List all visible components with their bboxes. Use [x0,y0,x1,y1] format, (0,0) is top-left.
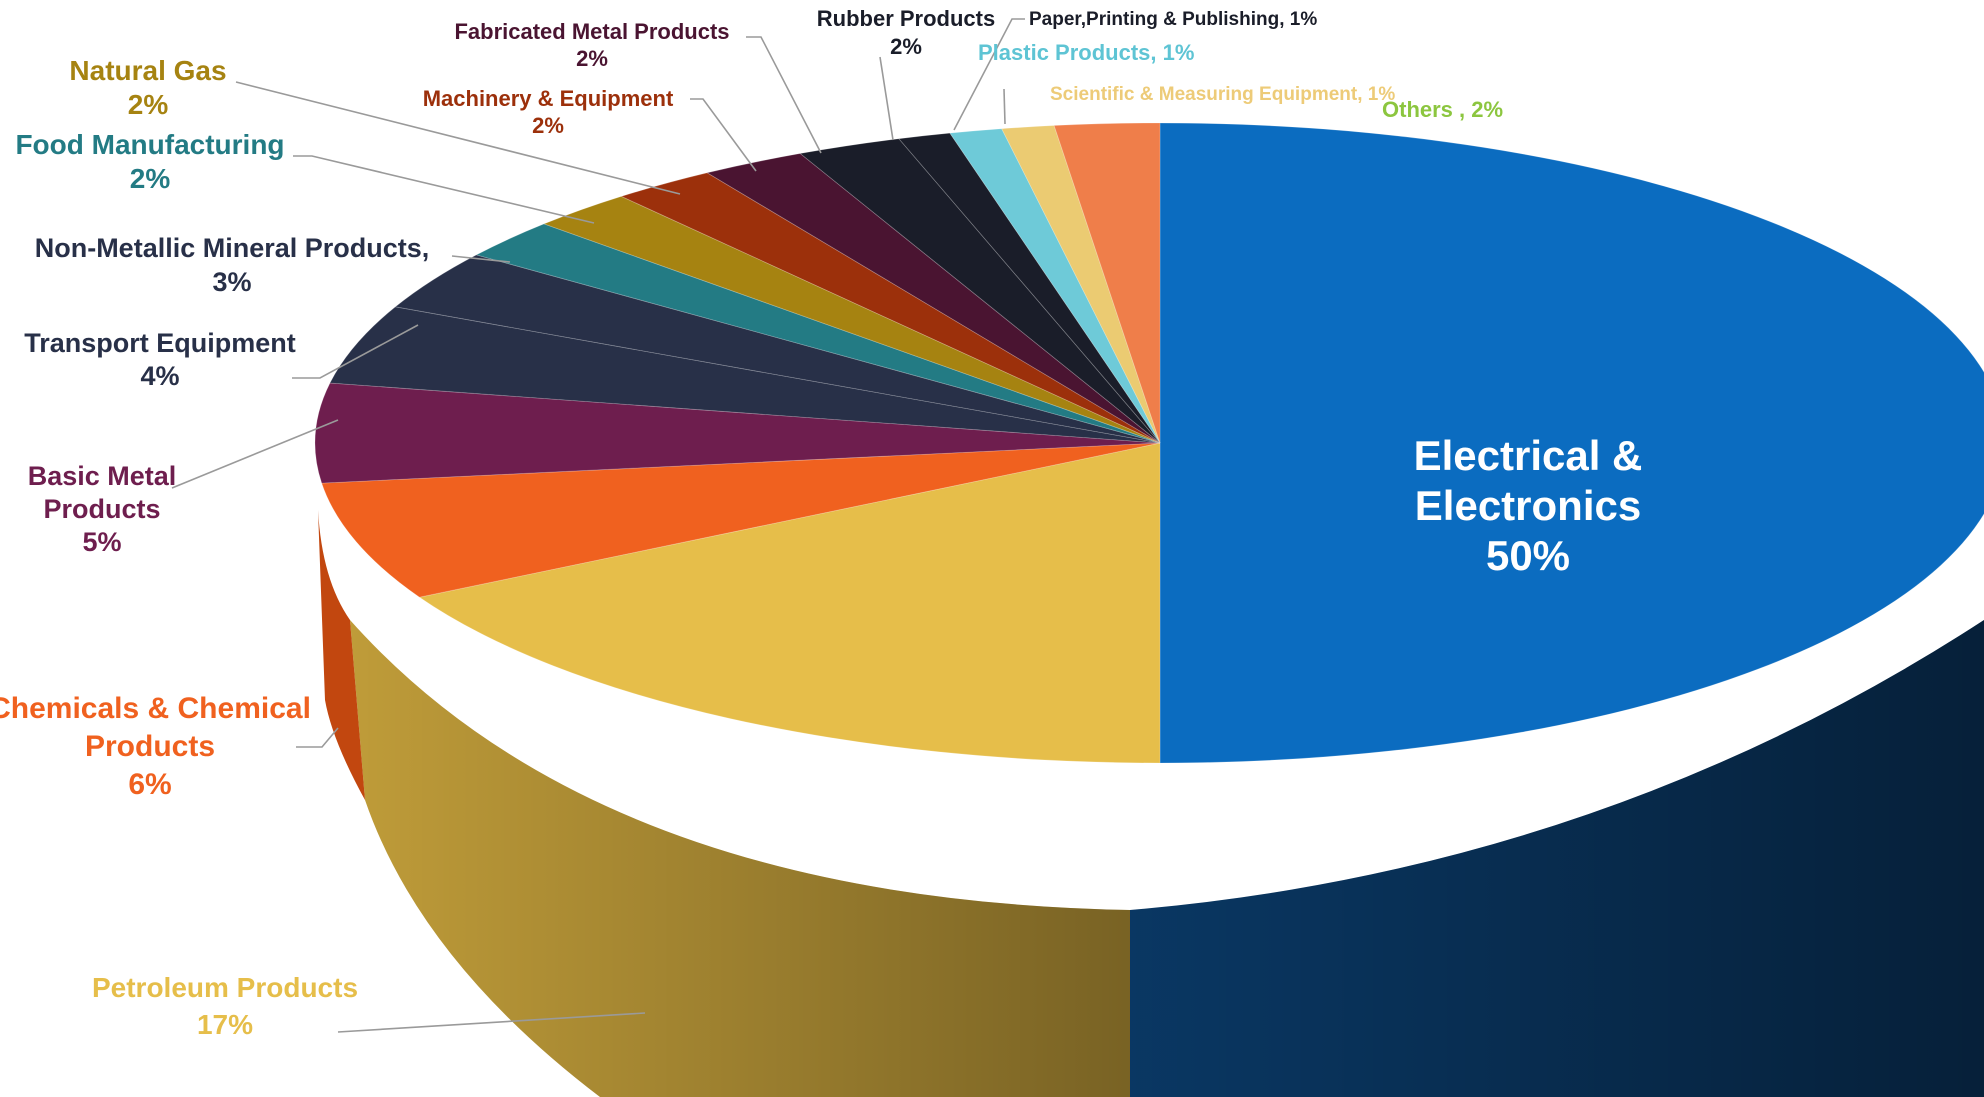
label-electrical-line2: Electronics [1415,482,1641,529]
label-chemicals-line1: Chemicals & Chemical [0,692,311,725]
label-electrical-line1: Electrical & [1414,432,1643,479]
leader-fabricated [746,36,822,154]
leader-petroleum [337,1012,646,1033]
label-fabricated-pct: 2% [576,46,608,71]
slice-electrical-electronics [1159,122,1984,764]
label-rubber-line1: Rubber Products [817,6,995,31]
data-labels: Electrical & Electronics 50% Petroleum P… [0,6,1642,1040]
label-transport-line1: Transport Equipment [24,328,296,358]
slice-non-metallic-mineral-products [394,254,1161,444]
label-scientific-line1: Scientific & Measuring Equipment, 1% [1050,84,1395,105]
label-others-line1: Others , 2% [1382,97,1503,122]
label-nonmetallic-pct: 3% [212,267,251,297]
leader-transport [292,324,419,379]
label-fabricated-line1: Fabricated Metal Products [454,19,729,44]
slice-natural-gas [542,195,1161,444]
label-petroleum-pct: 17% [197,1009,253,1040]
label-chemicals-pct: 6% [128,768,171,801]
label-natural-gas-line1: Natural Gas [69,55,226,86]
leader-paper [953,18,1025,131]
label-machinery-pct: 2% [532,113,564,138]
label-electrical-pct: 50% [1486,532,1570,579]
label-food-pct: 2% [130,163,171,194]
pie-side-walls [318,510,1984,1097]
slice-fabricated-metal-products [706,153,1161,444]
slice-machinery-equipment [620,172,1161,444]
leader-chemicals [296,727,339,748]
slice-food-manufacturing [475,223,1161,444]
label-food-line1: Food Manufacturing [15,129,284,160]
label-basic-metal-pct: 5% [82,527,121,557]
slice-basic-metal-products [314,382,1161,484]
label-basic-metal-line2: Products [43,494,160,524]
leader-food [293,155,595,224]
label-nonmetallic-line1: Non-Metallic Mineral Products, [35,233,430,263]
leader-natural-gas [235,81,681,195]
leader-rubber [879,56,894,141]
slice-plastic-products [949,128,1161,444]
leader-machinery [690,98,757,172]
label-rubber-pct: 2% [890,34,922,59]
slice-side-electrical-shade [1130,620,1984,1097]
slice-transport-equipment [329,306,1161,444]
label-plastic-line1: Plastic Products, 1% [978,40,1194,65]
leader-plastic [1003,88,1006,125]
label-chemicals-line2: Products [85,730,215,763]
slice-others [1053,122,1161,444]
leader-basic-metal [171,419,339,489]
slice-side-petroleum-shade [350,620,1130,1097]
slice-side-chemicals [318,510,365,800]
slice-rubber-products [799,138,1161,444]
label-paper-line1: Paper,Printing & Publishing, 1% [1029,9,1317,30]
slice-paper-printing-publishing [898,132,1161,444]
label-natural-gas-pct: 2% [128,89,169,120]
leader-lines [171,18,1025,1033]
leader-nonmetallic [451,255,511,263]
slice-scientific-measuring-equipment [1001,125,1161,444]
pie-top [314,122,1984,764]
label-basic-metal-line1: Basic Metal [28,461,177,491]
slice-petroleum-products [418,442,1161,764]
label-petroleum-line1: Petroleum Products [92,972,358,1003]
slice-chemicals-chemical-products [321,442,1161,598]
label-machinery-line1: Machinery & Equipment [423,86,674,111]
label-transport-pct: 4% [140,361,179,391]
